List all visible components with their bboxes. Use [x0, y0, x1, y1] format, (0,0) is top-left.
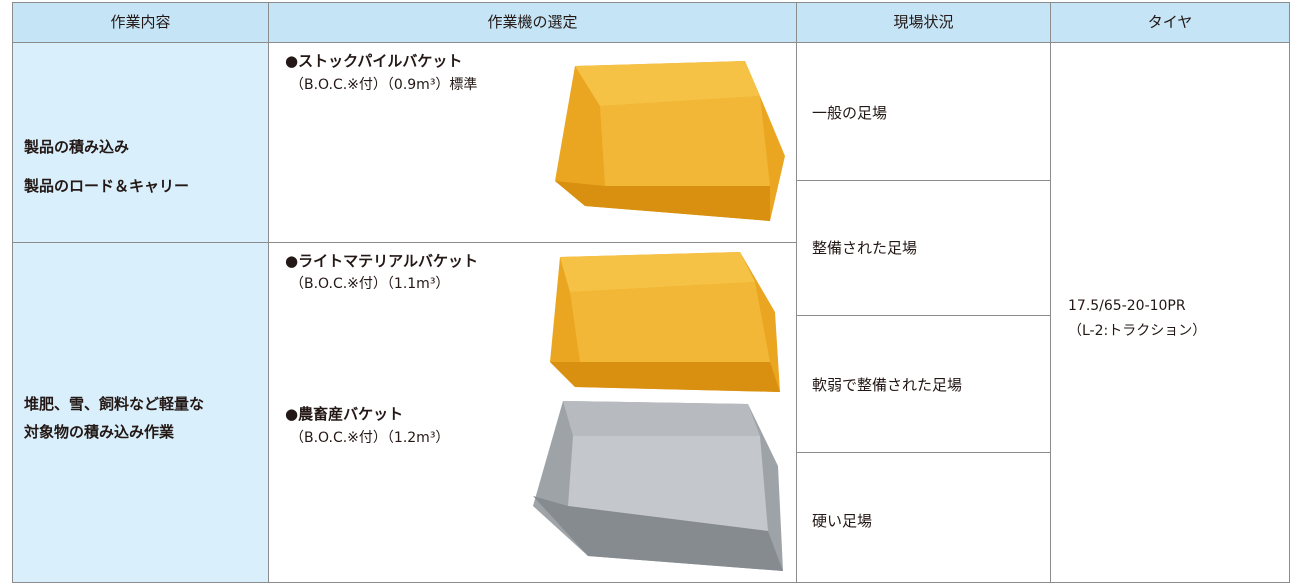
bucket-spec: （B.O.C.※付）（1.2m³）	[290, 430, 450, 446]
header-cell: 現場状況	[796, 2, 1051, 43]
task-text: 製品のロード＆キャリー	[24, 177, 190, 195]
task-cell	[12, 42, 269, 243]
bucket-name: ●ストックパイルバケット	[285, 52, 463, 70]
bucket-name: ●ライトマテリアルバケット	[285, 252, 478, 270]
bucket-spec: （B.O.C.※付）（0.9m³）標準	[290, 77, 478, 93]
header-cell: タイヤ	[1050, 2, 1290, 43]
condition-text: 軟弱で整備された足場	[812, 376, 963, 394]
task-text: 製品の積み込み	[24, 138, 130, 156]
tire-text: 17.5/65-20-10PR	[1068, 298, 1186, 314]
bucket-spec: （B.O.C.※付）（1.1m³）	[290, 276, 450, 292]
header-cell: 作業機の選定	[268, 2, 797, 43]
condition-text: 整備された足場	[812, 239, 918, 257]
bucket-name: ●農畜産バケット	[285, 405, 404, 423]
condition-text: 硬い足場	[812, 512, 873, 530]
task-cell	[12, 242, 269, 583]
task-text: 対象物の積み込み作業	[24, 423, 175, 441]
tire-cell	[1050, 42, 1290, 583]
tire-text: （L-2:トラクション）	[1068, 323, 1207, 339]
bucket-image	[555, 61, 785, 221]
task-text: 堆肥、雪、飼料など軽量な	[24, 395, 205, 413]
bucket-image	[533, 401, 783, 571]
condition-text: 一般の足場	[812, 104, 888, 122]
bucket-image	[550, 252, 780, 392]
header-cell: 作業内容	[12, 2, 269, 43]
